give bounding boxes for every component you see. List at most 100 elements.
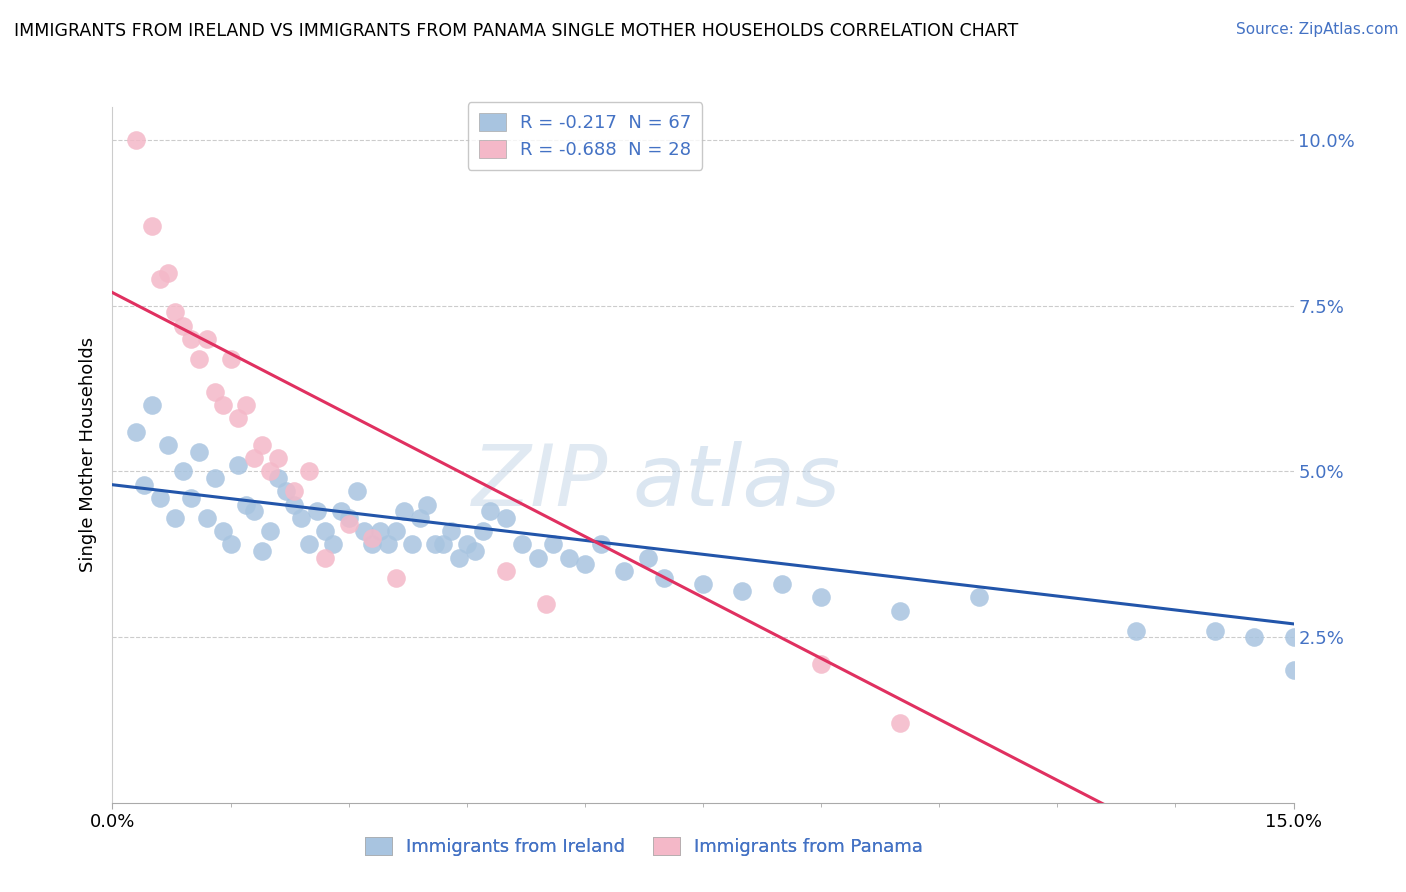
Y-axis label: Single Mother Households: Single Mother Households	[79, 337, 97, 573]
Point	[1243, 630, 1265, 644]
Point	[889, 716, 911, 731]
Legend: Immigrants from Ireland, Immigrants from Panama: Immigrants from Ireland, Immigrants from…	[357, 830, 931, 863]
Point	[526, 550, 548, 565]
Point	[692, 577, 714, 591]
Point	[125, 133, 148, 147]
Point	[165, 511, 187, 525]
Text: atlas: atlas	[633, 442, 841, 524]
Point	[243, 504, 266, 518]
Point	[361, 531, 384, 545]
Point	[377, 537, 399, 551]
Point	[471, 524, 494, 538]
Point	[188, 351, 211, 366]
Point	[219, 351, 242, 366]
Point	[1282, 630, 1305, 644]
Point	[219, 537, 242, 551]
Point	[274, 484, 297, 499]
Point	[125, 425, 148, 439]
Point	[172, 465, 194, 479]
Point	[211, 398, 233, 412]
Point	[165, 305, 187, 319]
Point	[322, 537, 344, 551]
Point	[314, 524, 336, 538]
Point	[416, 498, 439, 512]
Point	[1204, 624, 1226, 638]
Point	[464, 544, 486, 558]
Point	[250, 438, 273, 452]
Text: Source: ZipAtlas.com: Source: ZipAtlas.com	[1236, 22, 1399, 37]
Point	[770, 577, 793, 591]
Point	[613, 564, 636, 578]
Point	[259, 465, 281, 479]
Point	[180, 491, 202, 505]
Point	[250, 544, 273, 558]
Point	[307, 504, 329, 518]
Point	[156, 266, 179, 280]
Point	[156, 438, 179, 452]
Point	[1282, 663, 1305, 677]
Point	[283, 498, 305, 512]
Point	[267, 471, 290, 485]
Point	[353, 524, 375, 538]
Point	[290, 511, 312, 525]
Point	[810, 657, 832, 671]
Point	[1125, 624, 1147, 638]
Point	[172, 318, 194, 333]
Point	[243, 451, 266, 466]
Point	[329, 504, 352, 518]
Point	[298, 465, 321, 479]
Point	[267, 451, 290, 466]
Point	[385, 524, 408, 538]
Point	[574, 558, 596, 572]
Point	[132, 477, 155, 491]
Text: ZIP: ZIP	[472, 442, 609, 524]
Point	[456, 537, 478, 551]
Point	[337, 517, 360, 532]
Point	[141, 219, 163, 234]
Point	[440, 524, 463, 538]
Point	[731, 583, 754, 598]
Text: IMMIGRANTS FROM IRELAND VS IMMIGRANTS FROM PANAMA SINGLE MOTHER HOUSEHOLDS CORRE: IMMIGRANTS FROM IRELAND VS IMMIGRANTS FR…	[14, 22, 1018, 40]
Point	[495, 564, 517, 578]
Point	[141, 398, 163, 412]
Point	[195, 511, 218, 525]
Point	[180, 332, 202, 346]
Point	[479, 504, 502, 518]
Point	[204, 471, 226, 485]
Point	[235, 498, 257, 512]
Point	[346, 484, 368, 499]
Point	[314, 550, 336, 565]
Point	[211, 524, 233, 538]
Point	[149, 491, 172, 505]
Point	[495, 511, 517, 525]
Point	[283, 484, 305, 499]
Point	[889, 604, 911, 618]
Point	[368, 524, 391, 538]
Point	[401, 537, 423, 551]
Point	[188, 444, 211, 458]
Point	[432, 537, 454, 551]
Point	[637, 550, 659, 565]
Point	[392, 504, 415, 518]
Point	[558, 550, 581, 565]
Point	[652, 570, 675, 584]
Point	[195, 332, 218, 346]
Point	[298, 537, 321, 551]
Point	[259, 524, 281, 538]
Point	[510, 537, 533, 551]
Point	[204, 384, 226, 399]
Point	[149, 272, 172, 286]
Point	[447, 550, 470, 565]
Point	[425, 537, 447, 551]
Point	[361, 537, 384, 551]
Point	[337, 511, 360, 525]
Point	[534, 597, 557, 611]
Point	[228, 458, 250, 472]
Point	[589, 537, 612, 551]
Point	[543, 537, 565, 551]
Point	[408, 511, 430, 525]
Point	[385, 570, 408, 584]
Point	[235, 398, 257, 412]
Point	[810, 591, 832, 605]
Point	[967, 591, 990, 605]
